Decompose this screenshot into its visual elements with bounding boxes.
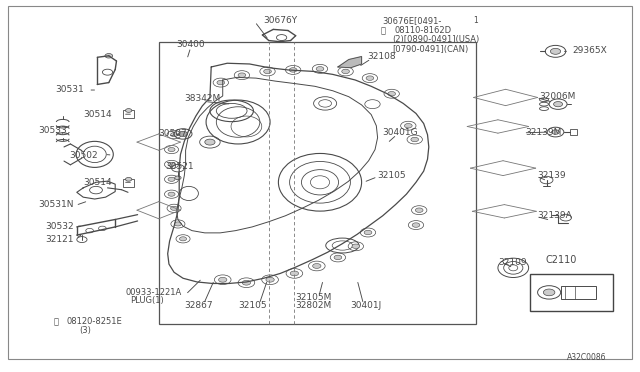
Circle shape	[316, 67, 324, 71]
Text: Ⓑ: Ⓑ	[53, 317, 58, 326]
Circle shape	[170, 133, 178, 137]
Text: 32802M: 32802M	[296, 301, 332, 310]
Circle shape	[125, 109, 132, 112]
Circle shape	[218, 278, 227, 282]
Circle shape	[168, 192, 175, 196]
Text: 30514: 30514	[83, 110, 112, 119]
Text: 00933-1221A: 00933-1221A	[125, 288, 182, 296]
Text: 30533: 30533	[38, 126, 67, 135]
Circle shape	[174, 222, 182, 226]
Circle shape	[334, 255, 342, 260]
Text: 32105M: 32105M	[296, 293, 332, 302]
Circle shape	[170, 206, 178, 211]
Circle shape	[415, 208, 423, 212]
Bar	[561, 286, 596, 299]
Circle shape	[125, 177, 132, 181]
Text: (2)[0890-0491](USA): (2)[0890-0491](USA)	[392, 35, 479, 44]
Polygon shape	[338, 57, 362, 68]
Bar	[159, 42, 476, 324]
Circle shape	[388, 92, 396, 96]
Text: 30502: 30502	[69, 151, 98, 160]
Text: (3): (3)	[79, 326, 92, 335]
Bar	[570, 129, 577, 135]
Circle shape	[205, 139, 215, 145]
Circle shape	[550, 48, 561, 54]
Circle shape	[289, 68, 297, 72]
Text: 38342M: 38342M	[184, 94, 220, 103]
Circle shape	[543, 289, 555, 296]
Text: 30401G: 30401G	[382, 128, 418, 137]
Circle shape	[179, 237, 187, 241]
Text: 30401J: 30401J	[351, 301, 381, 310]
Circle shape	[238, 73, 246, 77]
Text: 30531: 30531	[55, 85, 84, 94]
Circle shape	[352, 244, 360, 248]
Text: 32105: 32105	[378, 171, 406, 180]
Circle shape	[175, 176, 181, 180]
Text: 30532: 30532	[45, 222, 74, 231]
Bar	[123, 110, 134, 118]
Text: Ⓑ: Ⓑ	[381, 26, 386, 35]
Text: 30400: 30400	[177, 40, 205, 49]
Circle shape	[366, 76, 374, 80]
Text: 08120-8251E: 08120-8251E	[67, 317, 122, 326]
Circle shape	[105, 54, 113, 58]
Circle shape	[168, 162, 175, 166]
Text: PLUG(1): PLUG(1)	[131, 296, 164, 305]
Text: 30531N: 30531N	[38, 200, 74, 209]
Text: 30676Y: 30676Y	[263, 16, 298, 25]
Circle shape	[554, 102, 563, 107]
Circle shape	[312, 263, 321, 269]
Text: 32139M: 32139M	[525, 128, 561, 137]
Text: 32139: 32139	[538, 171, 566, 180]
Circle shape	[342, 69, 349, 74]
Circle shape	[217, 80, 225, 85]
Text: [0790-0491](CAN): [0790-0491](CAN)	[392, 45, 468, 54]
Text: 29365X: 29365X	[573, 46, 607, 55]
Circle shape	[412, 223, 420, 227]
Text: 30514: 30514	[83, 178, 112, 187]
Text: 30507: 30507	[159, 129, 188, 138]
Circle shape	[411, 137, 419, 142]
Text: 32105: 32105	[239, 301, 267, 310]
Bar	[123, 179, 134, 187]
Circle shape	[264, 69, 271, 74]
Text: 32121: 32121	[45, 235, 74, 244]
Text: 32108: 32108	[367, 52, 396, 61]
Circle shape	[404, 124, 412, 128]
Circle shape	[552, 130, 559, 134]
Text: 32006M: 32006M	[539, 92, 575, 101]
Circle shape	[364, 230, 372, 235]
Text: 30676E[0491-: 30676E[0491-	[383, 16, 442, 25]
Circle shape	[168, 148, 175, 152]
Text: A32C0086: A32C0086	[567, 353, 607, 362]
Text: 32139A: 32139A	[538, 211, 572, 220]
Text: C2110: C2110	[546, 256, 577, 265]
Text: 30521: 30521	[165, 162, 194, 171]
Text: 1: 1	[474, 16, 478, 25]
Circle shape	[291, 271, 299, 276]
Circle shape	[266, 278, 275, 282]
Text: 32867: 32867	[184, 301, 212, 310]
Bar	[530, 274, 613, 311]
Text: 08110-8162D: 08110-8162D	[394, 26, 451, 35]
Text: 32109: 32109	[498, 258, 527, 267]
Circle shape	[168, 177, 175, 182]
Circle shape	[179, 131, 188, 137]
Circle shape	[243, 280, 251, 285]
